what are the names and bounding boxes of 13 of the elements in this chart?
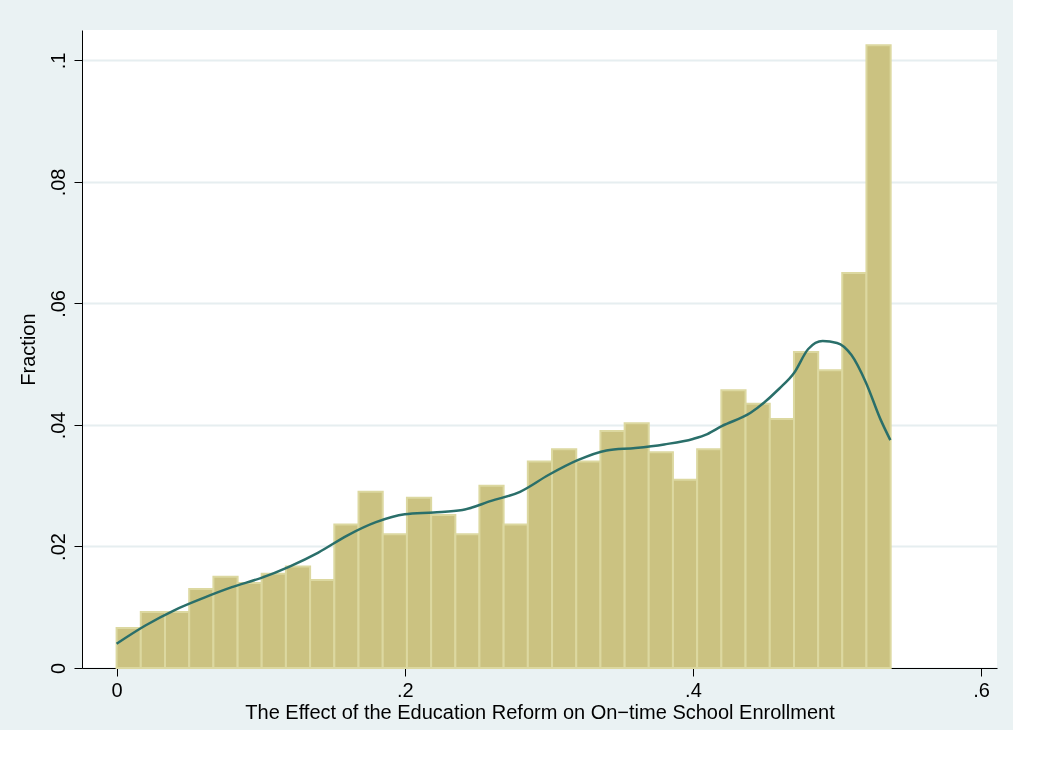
y-tick-label: .08 — [46, 168, 69, 197]
x-tick-label: .2 — [396, 678, 414, 701]
x-axis-title: The Effect of the Education Reform on On−time School Enrollment — [245, 700, 836, 723]
x-tick-label: .4 — [685, 678, 702, 701]
y-tick-label: .04 — [46, 411, 69, 440]
line-series — [115, 339, 892, 645]
x-tick-label: 0 — [111, 678, 123, 701]
y-tick-label: .02 — [46, 533, 69, 561]
y-tick-label: 0 — [46, 662, 69, 675]
y-axis-title: Fraction — [16, 313, 39, 386]
x-tick-label: .6 — [973, 678, 990, 701]
y-tick-label: .06 — [46, 290, 69, 318]
y-tick-label: .1 — [46, 52, 69, 70]
